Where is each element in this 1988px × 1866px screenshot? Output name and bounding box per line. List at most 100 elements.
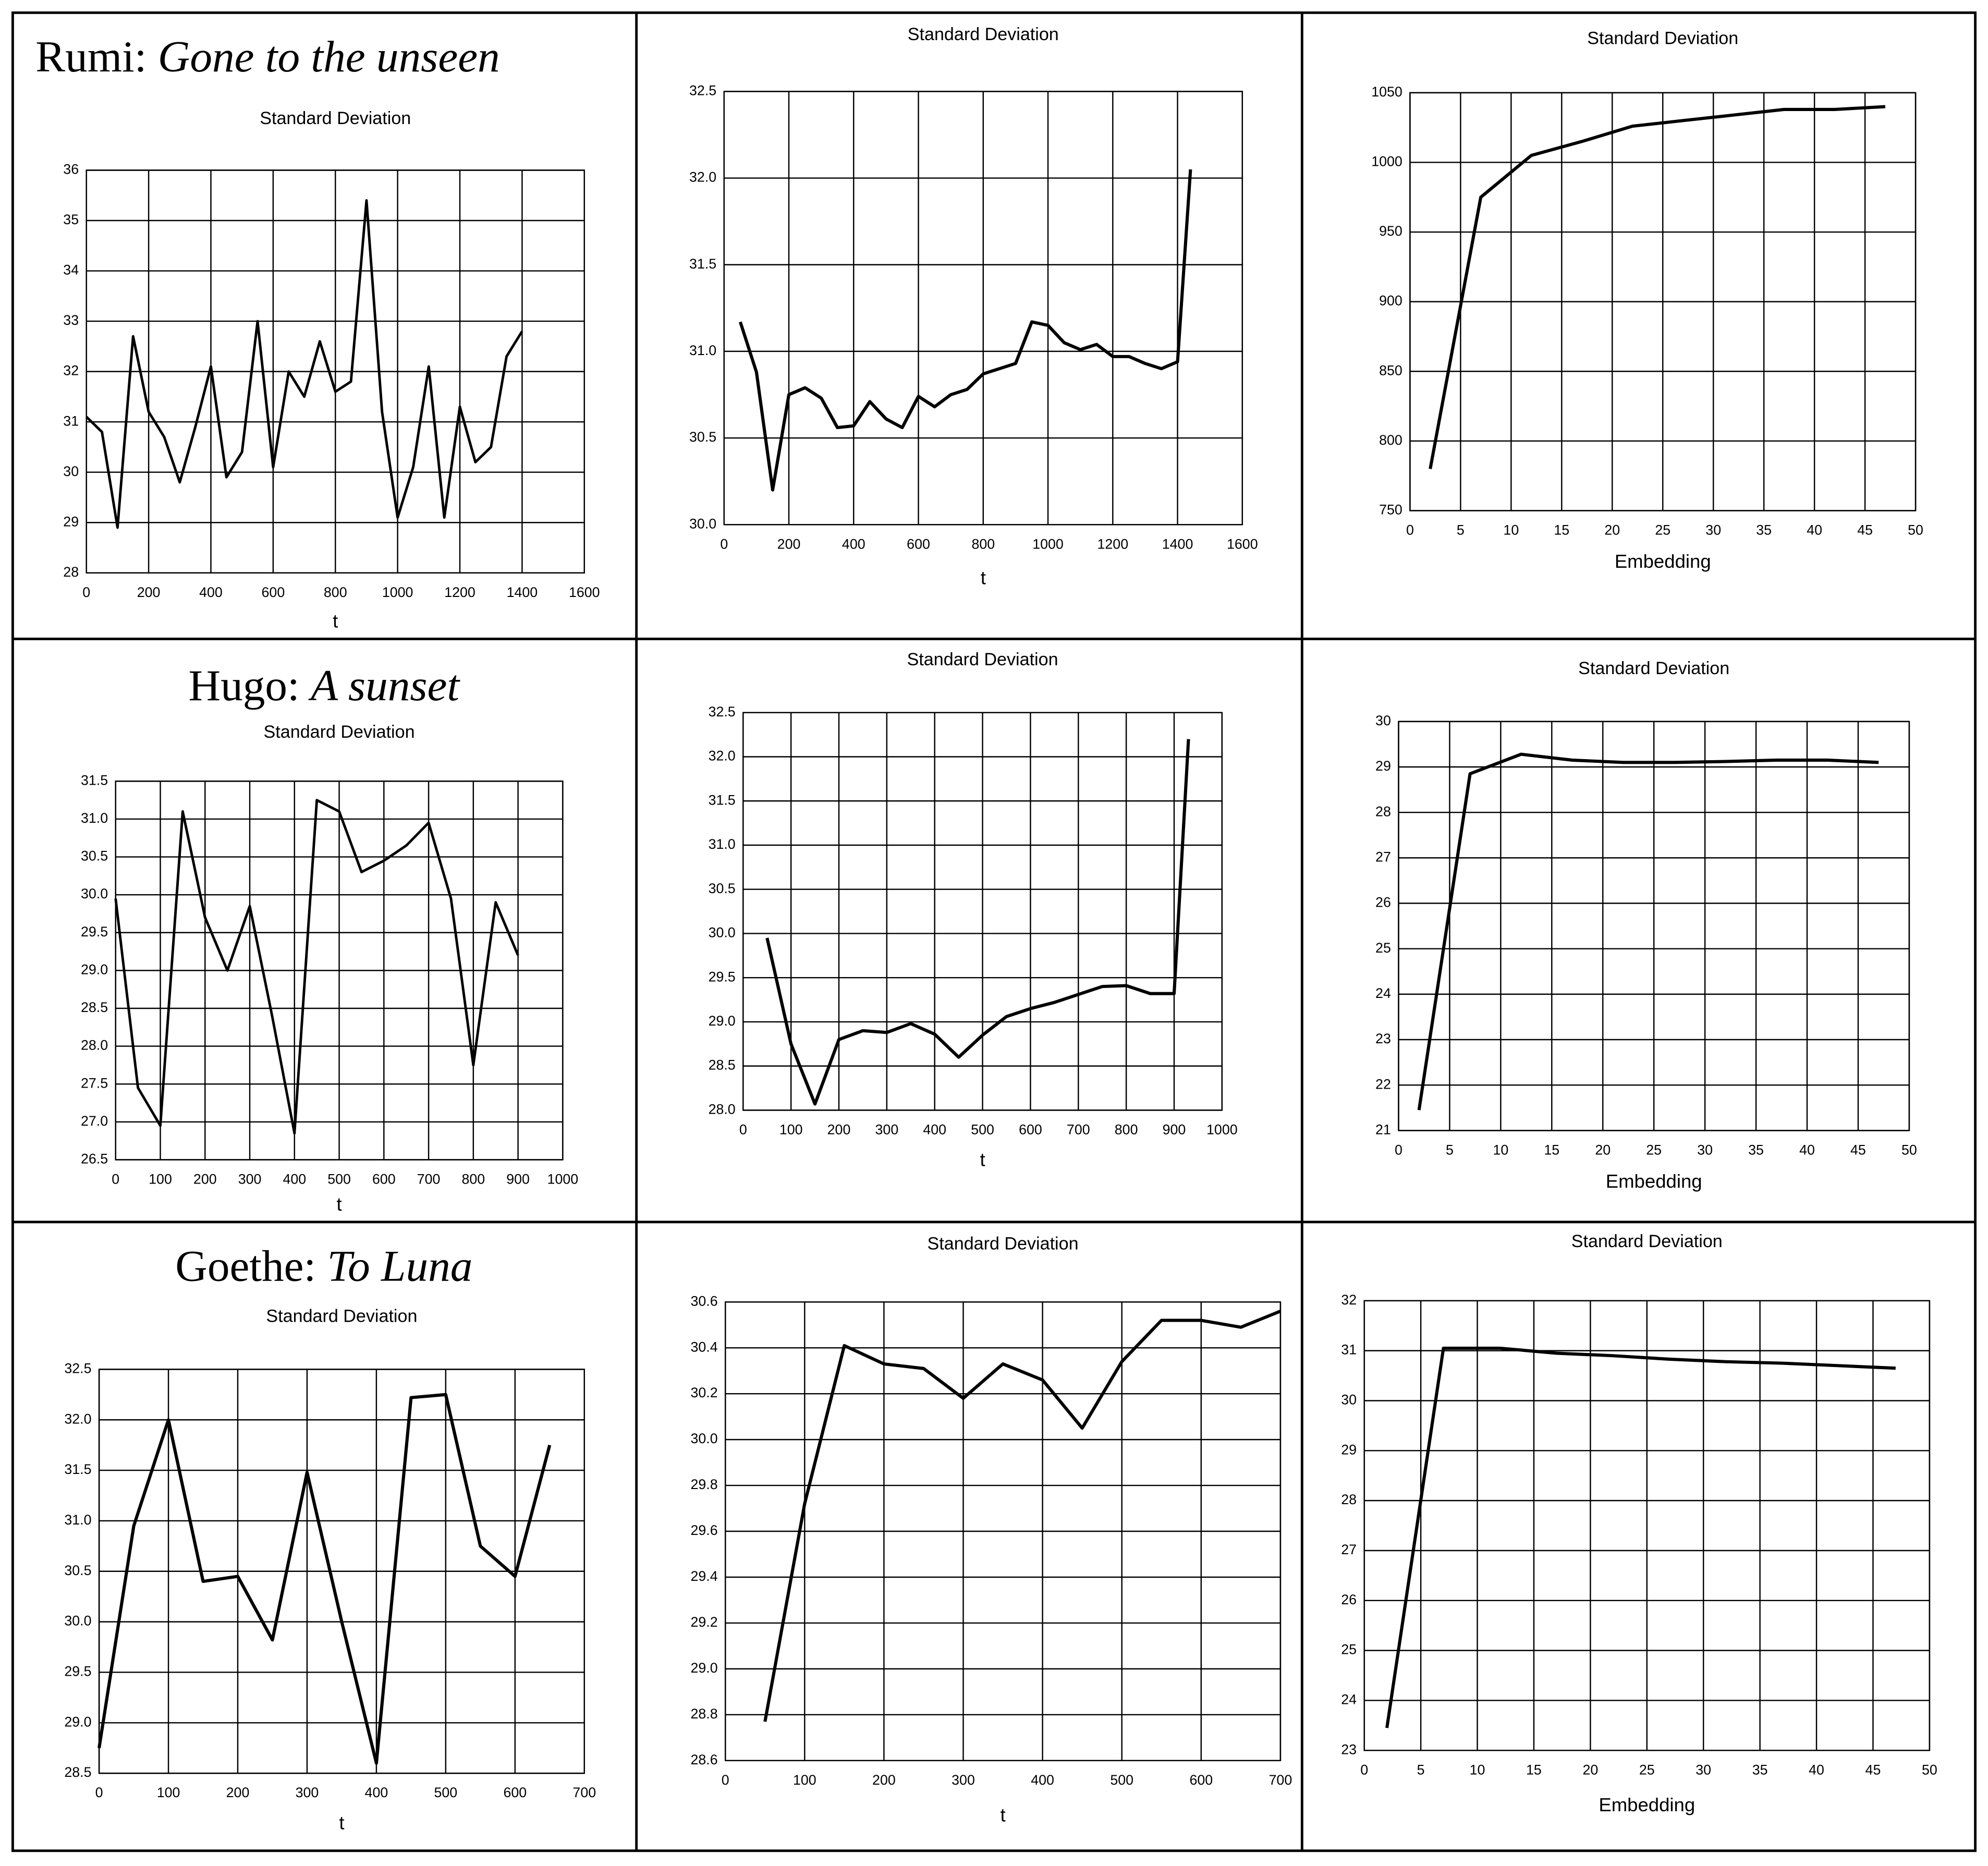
plot-border xyxy=(1409,92,1917,511)
data-line xyxy=(1417,752,1879,1111)
x-tick-label: 100 xyxy=(157,1785,180,1800)
y-tick-label: 29.5 xyxy=(709,969,736,984)
y-tick-label: 29.8 xyxy=(690,1477,717,1492)
x-tick-label: 400 xyxy=(1031,1772,1054,1788)
x-tick-label: 500 xyxy=(1110,1772,1133,1788)
x-tick-label: 1000 xyxy=(1206,1121,1238,1137)
row-heading: Goethe: To Luna xyxy=(175,1241,472,1290)
y-tick-label: 30.0 xyxy=(709,925,736,941)
x-tick-label: 1200 xyxy=(1097,536,1129,552)
y-tick-label: 1000 xyxy=(1371,154,1402,169)
y-tick-label: 800 xyxy=(1379,432,1402,448)
x-tick-label: 400 xyxy=(283,1171,306,1187)
y-tick-label: 28.0 xyxy=(81,1038,108,1053)
x-tick-label: 25 xyxy=(1655,522,1670,538)
x-tick-label: 35 xyxy=(1752,1762,1768,1777)
y-tick-label: 30.2 xyxy=(690,1385,717,1400)
x-tick-label: 800 xyxy=(1115,1121,1138,1137)
plot-border xyxy=(742,712,1223,1111)
author: Goethe: xyxy=(175,1241,327,1290)
data-line xyxy=(1429,105,1886,469)
y-tick-label: 31.0 xyxy=(81,810,108,826)
x-tick-label: 400 xyxy=(842,536,865,552)
x-tick-label: 45 xyxy=(1850,1142,1866,1157)
work-title: A sunset xyxy=(308,661,460,710)
y-tick-label: 28 xyxy=(63,564,79,580)
y-tick-label: 27.0 xyxy=(81,1113,108,1129)
x-tick-label: 1000 xyxy=(1032,536,1064,552)
x-tick-label: 25 xyxy=(1646,1142,1662,1157)
y-tick-label: 24 xyxy=(1341,1692,1357,1708)
y-tick-label: 29 xyxy=(1375,758,1391,774)
author: Hugo: xyxy=(189,661,311,710)
y-tick-label: 29.0 xyxy=(81,961,108,977)
plot-border xyxy=(1363,1300,1931,1751)
x-tick-label: 35 xyxy=(1756,522,1772,538)
plot-border xyxy=(724,1301,1282,1762)
x-tick-label: 700 xyxy=(1067,1121,1090,1137)
y-tick-label: 30.0 xyxy=(689,516,716,531)
x-tick-label: 30 xyxy=(1696,1762,1711,1777)
x-tick-label: 50 xyxy=(1901,1142,1917,1157)
y-tick-label: 24 xyxy=(1375,985,1391,1001)
chart-title: Standard Deviation xyxy=(1587,29,1738,48)
x-tick-label: 0 xyxy=(739,1121,747,1137)
x-tick-label: 0 xyxy=(82,584,90,600)
x-tick-label: 20 xyxy=(1604,522,1620,538)
y-tick-label: 25 xyxy=(1341,1642,1357,1657)
x-tick-label: 35 xyxy=(1748,1142,1764,1157)
y-tick-label: 31.5 xyxy=(64,1461,91,1477)
y-tick-label: 29.0 xyxy=(690,1660,717,1676)
x-tick-label: 200 xyxy=(137,584,161,600)
y-tick-label: 30 xyxy=(63,464,79,479)
x-tick-label: 800 xyxy=(324,584,347,600)
x-tick-label: 5 xyxy=(1446,1142,1454,1157)
y-tick-label: 31.5 xyxy=(709,792,736,808)
x-tick-label: 400 xyxy=(923,1121,946,1137)
data-line xyxy=(763,1310,1282,1722)
x-tick-label: 0 xyxy=(1406,522,1414,538)
x-tick-label: 200 xyxy=(226,1785,250,1800)
outer-border xyxy=(11,11,1977,1852)
x-axis-label: t xyxy=(333,610,338,631)
x-tick-label: 45 xyxy=(1857,522,1873,538)
data-line xyxy=(86,199,523,529)
y-tick-label: 26.5 xyxy=(81,1151,108,1166)
x-tick-label: 40 xyxy=(1809,1762,1824,1777)
y-tick-label: 28.0 xyxy=(709,1101,736,1117)
data-line xyxy=(97,1393,552,1765)
x-tick-label: 20 xyxy=(1582,1762,1598,1777)
x-tick-label: 30 xyxy=(1697,1142,1713,1157)
y-tick-label: 29.5 xyxy=(81,924,108,940)
x-axis-label: Embedding xyxy=(1599,1794,1695,1815)
x-axis-label: t xyxy=(981,567,986,589)
x-tick-label: 15 xyxy=(1526,1762,1542,1777)
y-tick-label: 950 xyxy=(1379,223,1402,239)
y-tick-label: 30.5 xyxy=(709,881,736,896)
plot-border xyxy=(1398,721,1910,1131)
x-tick-label: 200 xyxy=(827,1121,851,1137)
x-axis-label: t xyxy=(1000,1804,1005,1826)
x-tick-label: 10 xyxy=(1503,522,1519,538)
y-tick-label: 26 xyxy=(1341,1592,1357,1607)
plot-border xyxy=(723,91,1243,526)
x-tick-label: 800 xyxy=(461,1171,485,1187)
y-tick-label: 900 xyxy=(1379,293,1402,309)
y-tick-label: 34 xyxy=(63,262,79,278)
x-axis-label: Embedding xyxy=(1606,1170,1702,1192)
y-tick-label: 27 xyxy=(1341,1542,1357,1557)
author: Rumi: xyxy=(35,32,158,81)
y-tick-label: 26 xyxy=(1375,895,1391,910)
x-tick-label: 0 xyxy=(1395,1142,1402,1157)
plot-border xyxy=(98,1369,585,1774)
x-tick-label: 200 xyxy=(872,1772,896,1788)
x-tick-label: 1000 xyxy=(382,584,413,600)
y-tick-label: 28.5 xyxy=(64,1764,91,1780)
y-tick-label: 30.5 xyxy=(81,848,108,864)
y-tick-label: 31 xyxy=(1341,1342,1357,1358)
x-tick-label: 5 xyxy=(1417,1762,1425,1777)
x-tick-label: 10 xyxy=(1470,1762,1485,1777)
y-tick-label: 28 xyxy=(1341,1492,1357,1507)
